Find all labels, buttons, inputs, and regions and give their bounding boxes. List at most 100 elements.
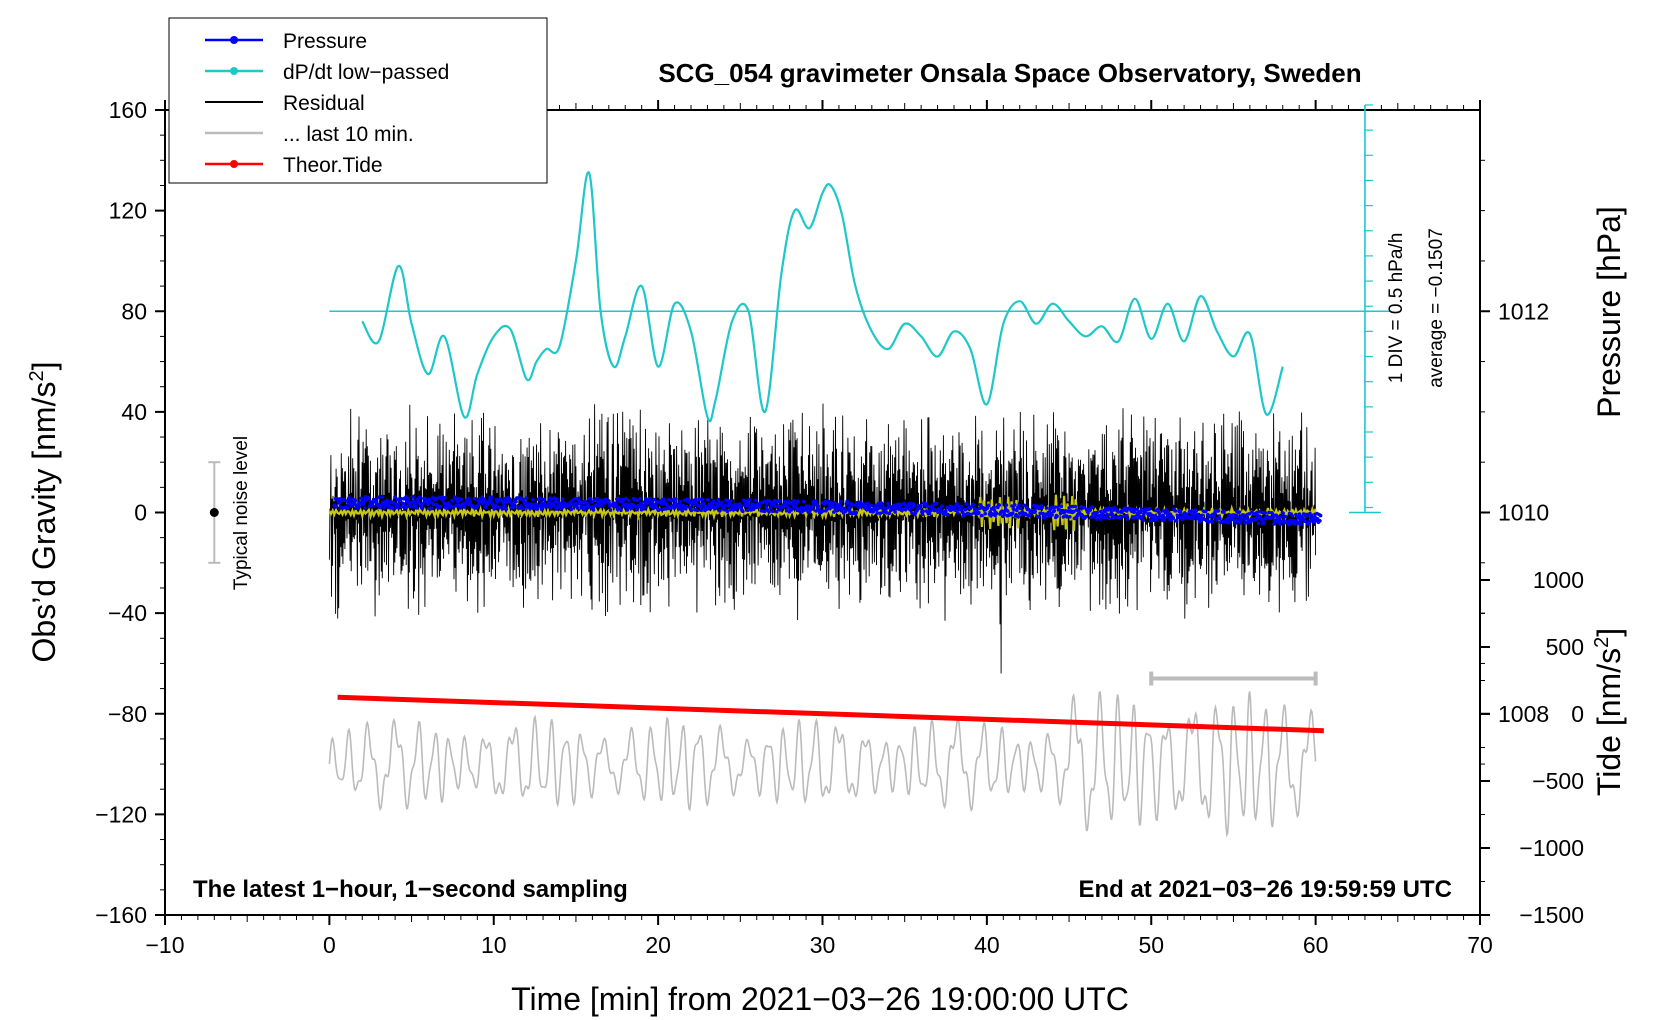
annotation-bottom-left: The latest 1−hour, 1−second sampling: [193, 876, 628, 903]
pressure-point: [1276, 515, 1281, 519]
pressure-point: [467, 496, 471, 501]
pressure-point: [438, 504, 443, 509]
pressure-point: [614, 503, 618, 507]
pressure-point: [476, 503, 481, 507]
pressure-point: [334, 504, 339, 509]
pressure-point: [586, 504, 591, 508]
pressure-point: [552, 496, 556, 500]
pressure-point: [720, 500, 724, 505]
pressure-point: [367, 496, 371, 500]
pressure-point: [1018, 506, 1023, 511]
pressure-point: [549, 497, 554, 501]
pressure-point: [919, 504, 923, 508]
pressure-point: [574, 503, 579, 507]
pressure-point: [940, 504, 945, 508]
pressure-point: [600, 503, 604, 508]
pressure-point: [591, 508, 596, 512]
pressure-point: [619, 508, 623, 512]
pressure-point: [1222, 510, 1226, 514]
pressure-point: [348, 498, 352, 502]
pressure-point: [508, 498, 513, 502]
pressure-point: [793, 505, 798, 510]
pressure-point: [521, 506, 525, 511]
pressure-point: [1123, 506, 1128, 510]
pressure-point: [541, 497, 546, 502]
residual-line: [328, 403, 1317, 674]
pressure-point: [667, 497, 671, 502]
x-tick-label: 20: [645, 932, 671, 958]
pressure-point: [624, 496, 628, 501]
pressure-point: [1068, 515, 1072, 519]
pressure-average-label: average = −0.1507: [1426, 228, 1447, 388]
pressure-point: [1020, 510, 1025, 514]
pressure-point: [624, 502, 629, 507]
residual-smoothed-line: [328, 494, 1317, 532]
legend-box: [168, 17, 548, 184]
pressure-point: [726, 498, 730, 503]
y-tick-label: −80: [108, 701, 147, 727]
pressure-point: [555, 497, 559, 501]
tide-axis-title: Tide [nm/s2]: [1591, 628, 1627, 796]
pressure-point: [977, 506, 982, 511]
pressure-point: [616, 496, 620, 501]
pressure-scale-label: 1 DIV = 0.5 hPa/h: [1386, 233, 1407, 384]
pressure-point: [739, 503, 743, 507]
pressure-point: [1173, 509, 1178, 513]
pressure-point: [411, 495, 416, 499]
pressure-point: [482, 497, 487, 502]
pressure-point: [832, 500, 837, 505]
pressure-point: [813, 499, 818, 503]
pressure-point: [462, 505, 467, 509]
pressure-point: [635, 498, 639, 503]
pressure-point: [1273, 519, 1278, 524]
pressure-point: [1016, 515, 1021, 519]
x-axis-ticks: −10 0 10 20 30 40 50 60 70: [145, 100, 1493, 958]
pressure-point: [773, 504, 778, 509]
pressure-point: [698, 497, 702, 502]
pressure-point: [725, 509, 730, 514]
pressure-point: [1188, 516, 1192, 520]
pressure-point: [491, 502, 495, 507]
pressure-point: [1261, 521, 1266, 525]
pressure-point: [772, 501, 776, 506]
pressure-point: [433, 496, 438, 501]
pressure-point: [1296, 521, 1300, 526]
pressure-point: [997, 503, 1002, 507]
pressure-point: [843, 509, 848, 514]
pressure-point: [627, 498, 631, 503]
pressure-point: [934, 501, 939, 506]
legend-label: dP/dt low−passed: [283, 61, 449, 84]
pressure-point: [429, 506, 434, 510]
pressure-point: [1218, 516, 1222, 521]
tide-axis-title-end: ]: [1591, 628, 1627, 637]
pressure-point: [504, 507, 509, 512]
noise-bar-label: Typical noise level: [231, 436, 252, 590]
pressure-point: [789, 508, 794, 512]
pressure-point: [1292, 522, 1297, 526]
y-axis-title: Obs’d Gravity [nm/s2]: [26, 362, 62, 663]
pressure-point: [362, 506, 367, 510]
pressure-point: [420, 506, 425, 511]
pressure-point: [944, 509, 948, 514]
pressure-point: [953, 508, 958, 512]
pressure-point: [694, 500, 699, 504]
pressure-point: [502, 499, 506, 504]
pressure-point: [395, 505, 400, 510]
pressure-point: [994, 511, 999, 516]
pressure-point: [1107, 516, 1111, 521]
tide-tick-label: −1500: [1519, 902, 1584, 928]
pressure-point: [746, 508, 750, 512]
pressure-point: [710, 503, 715, 508]
pressure-point: [1210, 520, 1214, 524]
pressure-point: [1171, 516, 1176, 520]
pressure-point: [515, 496, 520, 500]
pressure-point: [1013, 503, 1017, 507]
pressure-point: [1161, 513, 1165, 517]
y-tick-label: −120: [95, 801, 147, 827]
pressure-point: [344, 499, 349, 503]
pressure-point: [1215, 517, 1219, 521]
pressure-point: [1191, 516, 1195, 521]
y-tick-label: 120: [109, 198, 147, 224]
tide-axis-title-sup: 2: [1591, 637, 1613, 648]
annotation-bottom-right: End at 2021−03−26 19:59:59 UTC: [1078, 876, 1452, 903]
